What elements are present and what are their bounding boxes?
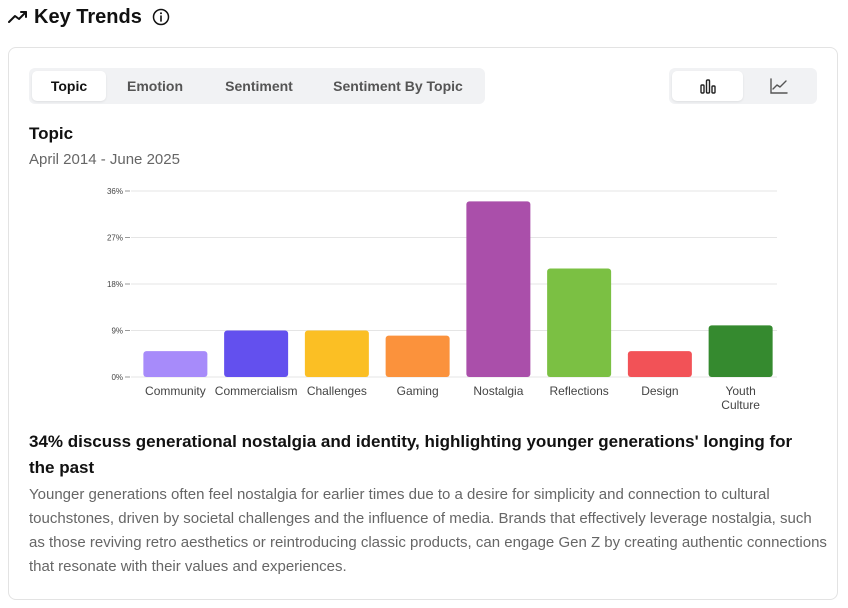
section-header: Key Trends <box>8 4 170 30</box>
x-tick-label: Challenges <box>307 384 367 398</box>
y-tick-label: 0% <box>111 373 123 382</box>
bar-chart-icon <box>699 79 716 94</box>
x-tick-label: Design <box>641 384 678 398</box>
insight-body: Younger generations often feel nostalgia… <box>29 486 827 575</box>
bar-gaming[interactable] <box>385 335 450 377</box>
chart-view-toggle <box>669 68 817 104</box>
y-tick-label: 36% <box>107 187 123 196</box>
line-chart-icon <box>769 78 788 94</box>
topic-tabs: Topic Emotion Sentiment Sentiment By Top… <box>29 68 485 104</box>
x-tick-label: Reflections <box>549 384 608 398</box>
topic-bar-chart: 0% 9% 18% 27% 36% Community Commercialism Chall… <box>107 187 777 412</box>
y-tick-label: 18% <box>107 280 123 289</box>
insight-heading: 34% discuss generational nostalgia and i… <box>29 432 793 477</box>
tab-sentiment[interactable]: Sentiment <box>225 78 293 94</box>
x-tick-label: Culture <box>721 398 760 412</box>
bar-nostalgia[interactable] <box>466 201 531 377</box>
chart-title: Topic <box>29 124 74 143</box>
tab-emotion[interactable]: Emotion <box>127 78 183 94</box>
bar-commercialism[interactable] <box>224 330 289 378</box>
line-view-button[interactable] <box>743 71 814 101</box>
key-trends-card: Topic Emotion Sentiment Sentiment By Top… <box>8 47 838 600</box>
bar-design[interactable] <box>627 351 692 377</box>
x-tick-label: Youth <box>725 384 755 398</box>
x-tick-label: Community <box>145 384 206 398</box>
bar-reflections[interactable] <box>547 268 612 378</box>
x-tick-label: Gaming <box>397 384 439 398</box>
x-tick-label: Nostalgia <box>473 384 523 398</box>
bar-youth-culture[interactable] <box>708 325 773 377</box>
tab-sentiment-by-topic[interactable]: Sentiment By Topic <box>333 78 463 94</box>
y-tick-label: 27% <box>107 234 123 243</box>
bar-community[interactable] <box>143 351 208 377</box>
section-title: Key Trends <box>34 5 142 28</box>
bar-challenges[interactable] <box>304 330 369 378</box>
trending-up-icon <box>8 11 27 23</box>
chart-date-range: April 2014 - June 2025 <box>29 151 180 168</box>
y-tick-label: 9% <box>111 327 123 336</box>
tab-topic[interactable]: Topic <box>32 71 106 101</box>
info-icon[interactable] <box>152 8 170 26</box>
bar-view-button[interactable] <box>672 71 743 101</box>
x-tick-label: Commercialism <box>215 384 298 398</box>
